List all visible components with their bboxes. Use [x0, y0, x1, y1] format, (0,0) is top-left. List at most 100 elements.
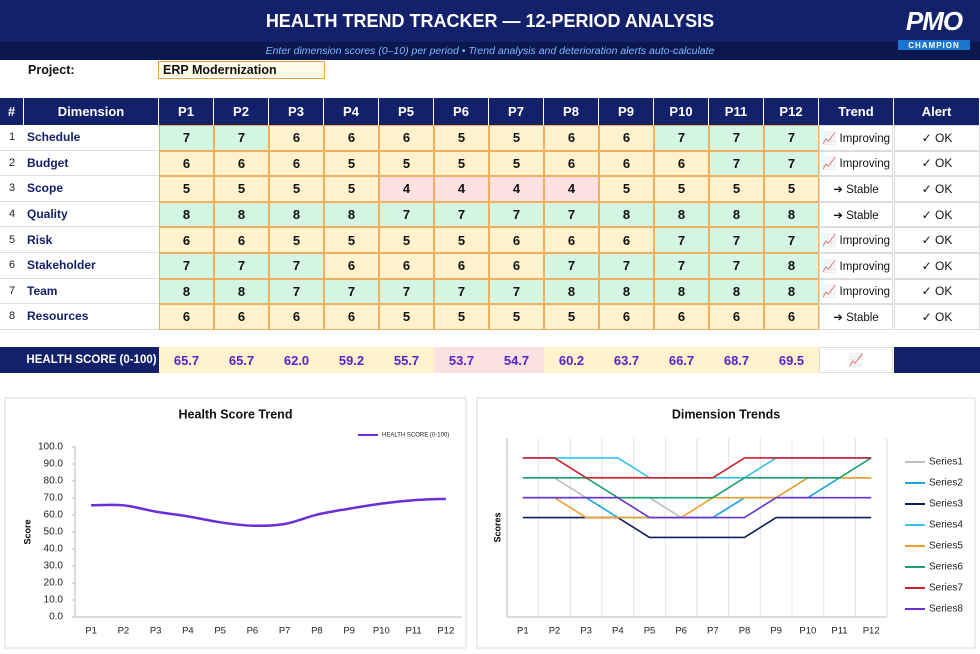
- x-tick-label: P9: [770, 626, 782, 637]
- score-cell: 5: [379, 304, 434, 330]
- score-cell: 7: [544, 201, 599, 228]
- score-cell: 7: [709, 253, 764, 279]
- chart-title: Health Score Trend: [179, 407, 293, 421]
- score-cell: 6: [599, 125, 654, 151]
- column-header: P10: [654, 98, 709, 125]
- row-number: 8: [0, 304, 24, 330]
- x-tick-label: P6: [675, 626, 687, 637]
- trend-cell: 📈 Improving: [819, 278, 893, 305]
- x-tick-label: P7: [707, 626, 719, 637]
- score-cell: 7: [764, 150, 819, 177]
- score-cell: 8: [654, 278, 709, 305]
- x-tick-label: P3: [580, 626, 592, 637]
- x-tick-label: P3: [150, 626, 162, 637]
- legend-label: Series8: [929, 604, 963, 615]
- score-cell: 4: [379, 176, 434, 202]
- score-cell: 7: [544, 253, 599, 279]
- score-cell: 6: [489, 253, 544, 279]
- dimension-name: Risk: [24, 227, 159, 253]
- score-cell: 8: [214, 278, 269, 305]
- y-tick-label: 100.0: [38, 442, 63, 453]
- score-cell: 6: [764, 304, 819, 330]
- y-axis-label: Scores: [492, 512, 502, 542]
- health-score: 62.0: [269, 347, 324, 373]
- dimension-name: Stakeholder: [24, 253, 159, 279]
- health-score: 54.7: [489, 347, 544, 373]
- legend-label: Series4: [929, 520, 963, 531]
- score-cell: 8: [764, 278, 819, 305]
- health-label: HEALTH SCORE (0-100): [24, 347, 159, 373]
- score-cell: 6: [654, 150, 709, 177]
- score-cell: 7: [654, 253, 709, 279]
- score-cell: 8: [214, 201, 269, 228]
- x-tick-label: P11: [831, 626, 847, 637]
- row-number: 5: [0, 227, 24, 253]
- legend-label: Series7: [929, 583, 963, 594]
- x-tick-label: P11: [406, 626, 422, 637]
- row-number: 2: [0, 151, 24, 177]
- dimension-name: Resources: [24, 304, 159, 330]
- dimension-name: Quality: [24, 202, 159, 228]
- score-cell: 7: [214, 253, 269, 279]
- score-cell: 5: [434, 227, 489, 253]
- score-cell: 5: [324, 176, 379, 202]
- health-score: 65.7: [214, 347, 269, 373]
- trend-cell: ➔ Stable: [819, 176, 893, 202]
- score-cell: 7: [324, 278, 379, 305]
- x-tick-label: P1: [85, 626, 97, 637]
- score-cell: 6: [599, 150, 654, 177]
- score-cell: 6: [269, 125, 324, 151]
- health-trend: 📈: [819, 347, 893, 373]
- score-cell: 7: [159, 253, 214, 279]
- score-cell: 6: [599, 304, 654, 330]
- trend-cell: 📈 Improving: [819, 125, 893, 151]
- score-cell: 4: [544, 176, 599, 202]
- health-score: 66.7: [654, 347, 709, 373]
- score-cell: 7: [379, 201, 434, 228]
- score-cell: 5: [544, 304, 599, 330]
- score-cell: 6: [324, 253, 379, 279]
- chart-title: Dimension Trends: [672, 407, 780, 421]
- score-cell: 5: [159, 176, 214, 202]
- score-cell: 6: [159, 150, 214, 177]
- health-score: 63.7: [599, 347, 654, 373]
- logo-bottom: CHAMPION: [898, 40, 970, 50]
- x-tick-label: P10: [799, 626, 816, 637]
- score-cell: 7: [269, 253, 324, 279]
- column-header: P3: [269, 98, 324, 125]
- score-cell: 7: [709, 125, 764, 151]
- title-bar: HEALTH TREND TRACKER — 12-PERIOD ANALYSI…: [0, 0, 980, 42]
- score-cell: 7: [764, 227, 819, 253]
- trend-cell: 📈 Improving: [819, 227, 893, 253]
- project-label: Project:: [28, 63, 75, 77]
- score-cell: 6: [269, 304, 324, 330]
- column-header: P2: [214, 98, 269, 125]
- score-cell: 6: [324, 125, 379, 151]
- score-cell: 7: [269, 278, 324, 305]
- x-tick-label: P5: [644, 626, 656, 637]
- score-cell: 5: [764, 176, 819, 202]
- score-cell: 6: [159, 304, 214, 330]
- trend-cell: 📈 Improving: [819, 253, 893, 279]
- score-cell: 6: [159, 227, 214, 253]
- score-cell: 8: [159, 278, 214, 305]
- row-number: 3: [0, 176, 24, 202]
- score-cell: 8: [544, 278, 599, 305]
- score-cell: 7: [489, 278, 544, 305]
- score-cell: 8: [709, 278, 764, 305]
- score-cell: 5: [379, 150, 434, 177]
- y-tick-label: 80.0: [44, 476, 64, 487]
- chart-panel: [476, 397, 976, 649]
- score-cell: 6: [709, 304, 764, 330]
- score-cell: 6: [214, 227, 269, 253]
- score-cell: 7: [654, 125, 709, 151]
- score-cell: 6: [599, 227, 654, 253]
- column-header: P1: [159, 98, 214, 125]
- row-number: 6: [0, 253, 24, 279]
- legend-label: Series6: [929, 562, 963, 573]
- score-cell: 8: [764, 201, 819, 228]
- score-cell: 7: [709, 227, 764, 253]
- series-line: [522, 457, 872, 499]
